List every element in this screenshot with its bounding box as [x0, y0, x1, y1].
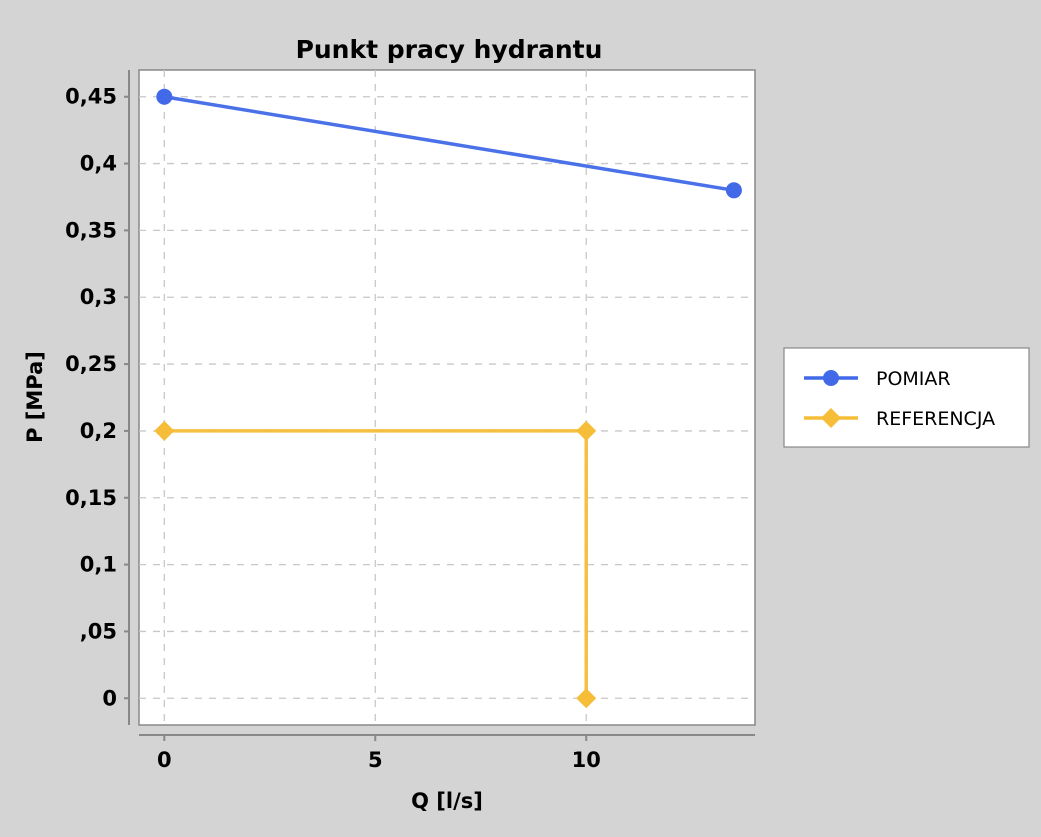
- x-axis-label: Q [l/s]: [411, 789, 483, 813]
- y-tick-label: 0,25: [65, 352, 117, 376]
- x-tick-label: 10: [572, 748, 601, 772]
- x-tick-label: 0: [157, 748, 172, 772]
- series-referencja: [154, 420, 597, 709]
- legend: POMIAR REFERENCJA: [783, 347, 1030, 448]
- y-tick-label: 0,15: [65, 486, 117, 510]
- y-tick-label: 0,1: [80, 553, 117, 577]
- data-point: [576, 688, 597, 709]
- series: [154, 88, 742, 709]
- legend-item: POMIAR: [804, 368, 951, 390]
- axes: 0,45 0,4 0,35 0,3 0,25 0,2 0,15 0,1 ,05 0 0 5 10: [65, 70, 755, 772]
- y-tick-label: 0,2: [80, 419, 117, 443]
- legend-label: POMIAR: [876, 368, 951, 390]
- data-point: [576, 420, 597, 441]
- y-tick-label: 0,45: [65, 85, 117, 109]
- data-point: [156, 88, 173, 105]
- grid: [139, 70, 755, 725]
- plot-area: [138, 69, 756, 726]
- legend-box: [783, 347, 1030, 448]
- chart-title: Punkt pracy hydrantu: [296, 35, 603, 64]
- legend-label: REFERENCJA: [876, 408, 995, 430]
- y-tick-label: 0,4: [80, 152, 117, 176]
- y-tick-label: ,05: [80, 619, 117, 643]
- legend-swatch-marker: [823, 370, 839, 386]
- data-point: [725, 182, 742, 199]
- legend-swatch-marker: [821, 408, 841, 428]
- y-tick-label: 0: [102, 686, 117, 710]
- y-axis-label: P [MPa]: [23, 351, 47, 443]
- data-point: [154, 420, 175, 441]
- series-line: [164, 95, 735, 193]
- y-tick-label: 0,3: [80, 285, 117, 309]
- legend-item: REFERENCJA: [804, 408, 995, 430]
- y-tick-label: 0,35: [65, 218, 117, 242]
- series-pomiar: [156, 88, 742, 199]
- x-tick-label: 5: [368, 748, 383, 772]
